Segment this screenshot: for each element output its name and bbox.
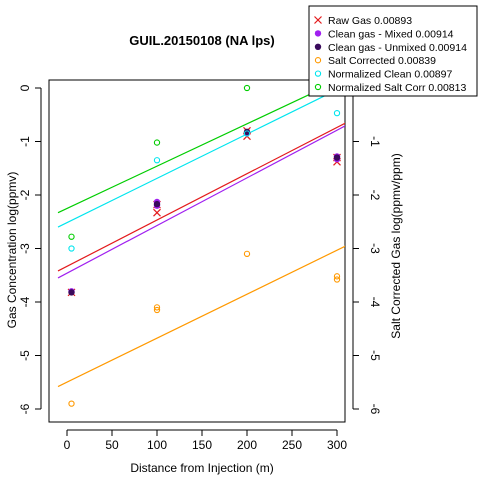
y-axis-right: -6-5-4-3-2-10 [352, 85, 382, 415]
x-tick-label: 150 [192, 438, 212, 452]
fit-line [57, 245, 345, 388]
fit-lines [57, 80, 345, 388]
legend-marker [314, 70, 322, 77]
data-points [67, 84, 341, 407]
y-tick-label-left: -6 [18, 403, 32, 414]
x-axis-label: Distance from Injection (m) [130, 461, 273, 475]
legend-marker [314, 43, 322, 50]
data-point [68, 233, 75, 240]
x-axis: 0 50 100 150 200 250 300 [64, 429, 347, 452]
data-point [153, 306, 161, 314]
legend-marker [314, 83, 322, 91]
data-point [243, 84, 251, 92]
legend-marker [314, 30, 322, 37]
legend-box [308, 5, 478, 97]
legend-marker [314, 16, 322, 24]
data-point [68, 245, 75, 252]
y-tick-label-left: -4 [18, 296, 32, 307]
data-point [153, 139, 161, 146]
x-tick-label: 50 [105, 438, 119, 452]
x-tick-label: 0 [64, 438, 71, 452]
legend-label: Clean gas - Unmixed 0.00914 [328, 42, 467, 54]
data-point [333, 109, 341, 117]
x-tick-label: 100 [147, 438, 167, 452]
y-axis-label-right: Salt Corrected Gas log(ppmv/ppm) [389, 153, 403, 338]
legend-marker [314, 57, 322, 64]
data-point [153, 200, 161, 208]
plot-frame [48, 79, 346, 423]
fit-line [57, 80, 342, 214]
data-point [153, 157, 161, 164]
y-tick-label-right: -2 [368, 190, 382, 201]
y-tick-label-right: -5 [368, 350, 382, 361]
data-point [68, 289, 75, 296]
y-tick-label-left: -1 [18, 136, 32, 147]
chart-title: GUIL.20150108 (NA lps) [129, 33, 274, 48]
x-tick-label: 250 [282, 438, 302, 452]
data-point [243, 130, 251, 137]
y-tick-label-left: -5 [18, 350, 32, 361]
y-axis-left: -6 -5 -4 -3 -2 -1 0 [18, 84, 42, 414]
data-point [153, 304, 161, 311]
y-tick-label-right: -4 [368, 297, 382, 308]
fit-line [57, 122, 345, 272]
legend-label: Salt Corrected 0.00839 [328, 55, 436, 67]
legend-label: Normalized Clean 0.00897 [328, 69, 452, 81]
fit-line [57, 85, 345, 228]
y-tick-label-left: -3 [18, 243, 32, 254]
x-tick-label: 200 [237, 438, 257, 452]
legend-label: Clean gas - Mixed 0.00914 [328, 28, 454, 40]
legend-label: Raw Gas 0.00893 [328, 15, 412, 27]
data-point [153, 208, 161, 217]
x-tick-label: 300 [327, 438, 347, 452]
data-point [243, 128, 251, 136]
data-point [68, 400, 75, 407]
y-tick-label-right: -1 [368, 136, 382, 147]
data-point [333, 154, 341, 161]
y-tick-label-right: -3 [368, 243, 382, 254]
y-tick-label-left: 0 [18, 84, 32, 91]
data-point [333, 276, 341, 283]
y-axis-label-left: Gas Concentration log(ppmv) [5, 172, 19, 329]
legend-label: Normalized Salt Corr 0.00813 [328, 82, 466, 94]
y-tick-label-left: -2 [18, 189, 32, 200]
data-point [333, 273, 341, 280]
fit-line [57, 125, 345, 279]
y-tick-label-right: -6 [368, 404, 382, 415]
data-point [243, 250, 251, 257]
